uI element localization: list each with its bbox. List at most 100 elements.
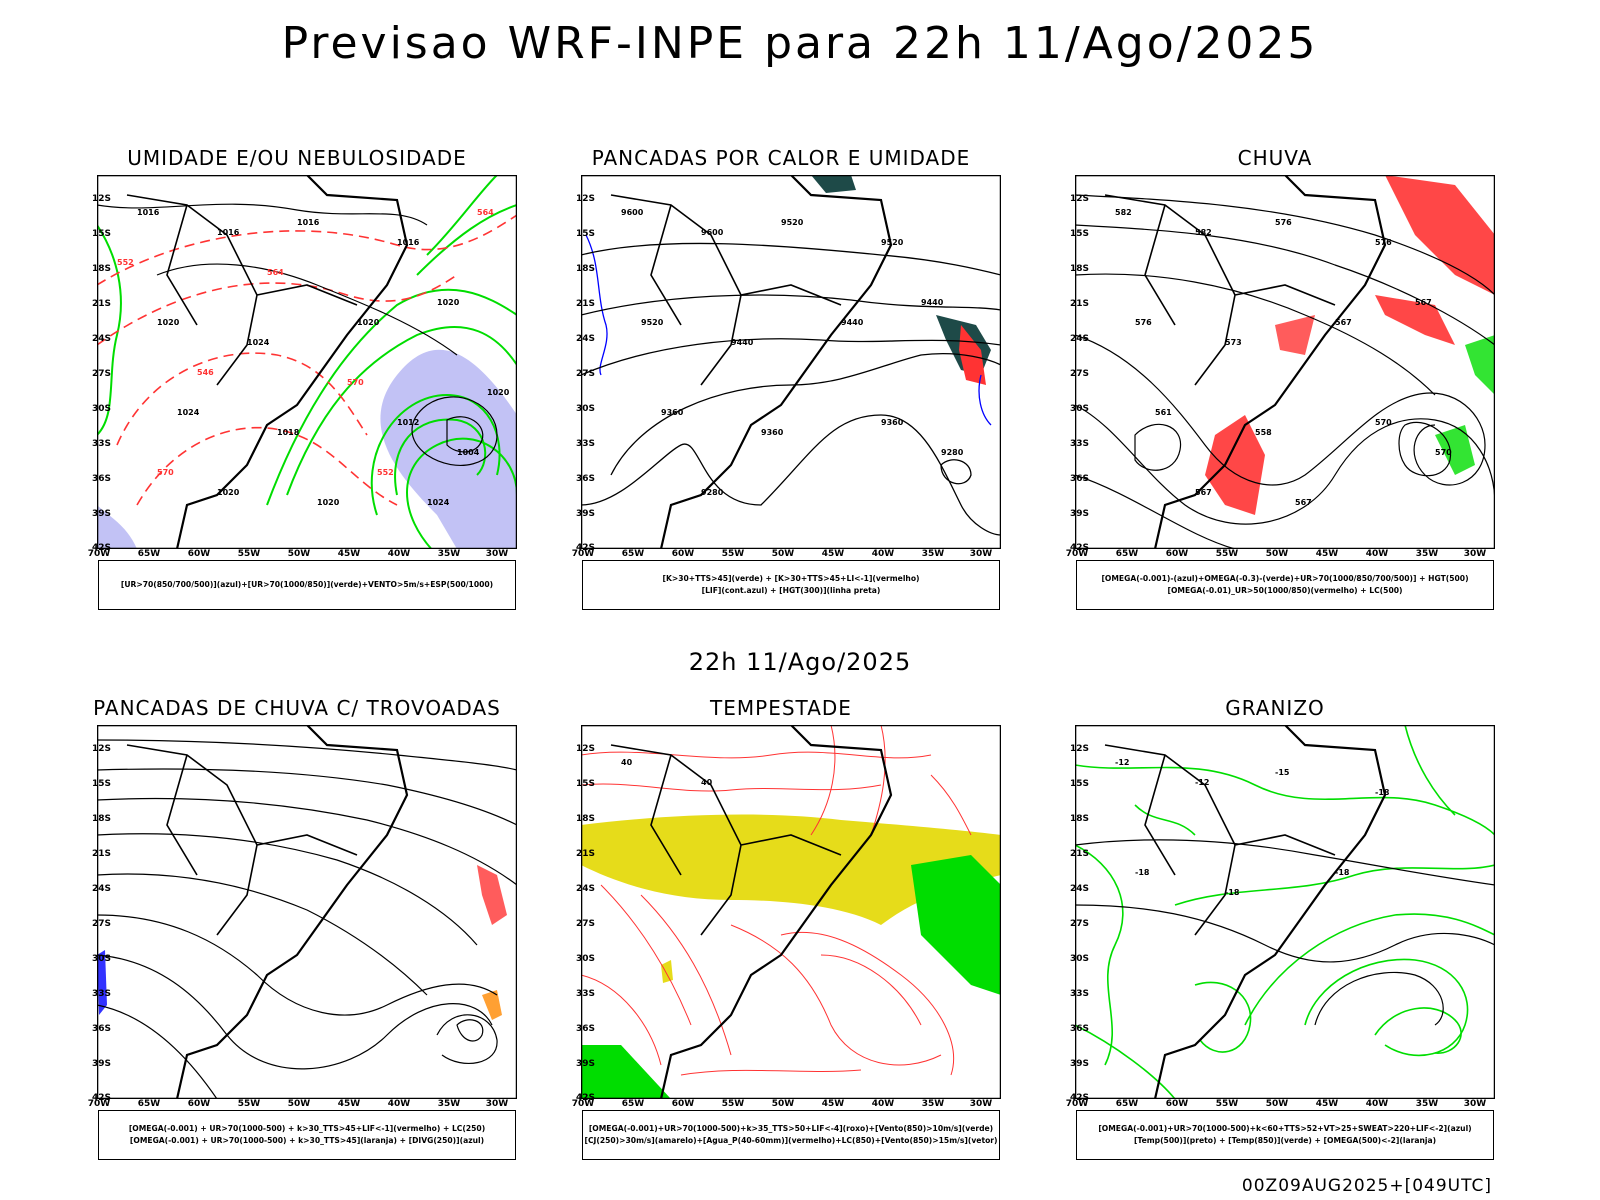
contour-label: -18 (1335, 868, 1350, 877)
lon-label: 65W (1115, 549, 1139, 559)
lat-label: 39S (1069, 1059, 1089, 1069)
lat-label: 27S (91, 369, 111, 379)
lon-label: 45W (821, 1099, 845, 1109)
lat-label: 42S (1069, 543, 1089, 553)
lon-label: 30W (1463, 549, 1487, 559)
lon-label: 55W (1215, 549, 1239, 559)
lat-label: 42S (575, 1093, 595, 1103)
lat-label: 12S (575, 744, 595, 754)
panel-title: PANCADAS DE CHUVA C/ TROVOADAS (93, 696, 501, 720)
contour-label: 9280 (701, 488, 724, 497)
lat-label: 30S (1069, 954, 1089, 964)
contour-label: 1020 (487, 388, 510, 397)
lat-label: 12S (1069, 194, 1089, 204)
lon-label: 35W (437, 549, 461, 559)
lat-label: 12S (1069, 744, 1089, 754)
lon-label: 55W (237, 1099, 261, 1109)
lat-label: 39S (575, 509, 595, 519)
lon-label: 30W (485, 549, 509, 559)
map-svg: 9600 9600 9520 9520 9520 9440 9440 9440 9360 9360… (581, 175, 1001, 549)
contour-label: 1020 (317, 498, 340, 507)
run-timestamp: 00Z09AUG2025+[049UTC] (1241, 1176, 1492, 1196)
lon-label: 45W (821, 549, 845, 559)
lon-label: 55W (237, 549, 261, 559)
lon-label: 50W (287, 1099, 311, 1109)
contour-label: -18 (1135, 868, 1150, 877)
legend-line: [Temp(500)](preto) + [Temp(850)](verde) … (1133, 1136, 1437, 1145)
lon-label: 40W (871, 549, 895, 559)
panel-pancadas-calor: PANCADAS POR CALOR E UMIDADE (566, 146, 1001, 616)
panel-legend: [OMEGA(-0.001)+UR>70(1000-500)+k>35_TTS>… (582, 1110, 1000, 1160)
contour-label: 1016 (397, 238, 420, 247)
map-chuva: 582 582 576 576 576 573 567 567 561 558 570 570 567 5… (1066, 175, 1495, 559)
lat-label: 33S (91, 989, 111, 999)
contour-label: -12 (1195, 778, 1209, 787)
lon-label: 35W (921, 1099, 945, 1109)
lon-label: 60W (671, 549, 695, 559)
map-svg: 40 40 (581, 725, 1001, 1099)
lat-label: 18S (1069, 264, 1089, 274)
lat-label: 33S (575, 989, 595, 999)
lat-label: 24S (1069, 334, 1089, 344)
lon-label: 30W (969, 1099, 993, 1109)
map-svg: 582 582 576 576 576 573 567 567 561 558 570 570 567 5… (1075, 175, 1495, 549)
lon-label: 35W (1415, 549, 1439, 559)
lon-label: 60W (671, 1099, 695, 1109)
lat-label: 27S (1069, 919, 1089, 929)
legend-line: [OMEGA(-0.01)_UR>50(1000/850)(vermelho) … (1167, 586, 1403, 595)
contour-label: 546 (197, 368, 214, 377)
panel-legend: [UR>70(850/700/500)](azul)+[UR>70(1000/8… (98, 560, 516, 610)
lat-label: 15S (91, 229, 111, 239)
lat-label: 21S (1069, 849, 1089, 859)
lat-label: 42S (575, 543, 595, 553)
lat-label: 12S (575, 194, 595, 204)
contour-label: 1016 (297, 218, 320, 227)
contour-label: 570 (347, 378, 364, 387)
contour-label: 576 (1135, 318, 1152, 327)
legend-line: [CJ(250)>30m/s](amarelo)+[Agua_P(40-60mm… (584, 1136, 998, 1145)
lon-label: 70W (87, 1099, 111, 1109)
lon-label: 65W (1115, 1099, 1139, 1109)
lon-label: 50W (1265, 1099, 1289, 1109)
contour-label: 9520 (641, 318, 664, 327)
lat-label: 27S (91, 919, 111, 929)
lat-label: 33S (1069, 439, 1089, 449)
panel-legend: [OMEGA(-0.001) + UR>70(1000-500) + k>30_… (98, 1110, 516, 1160)
panel-legend: [OMEGA(-0.001)+UR>70(1000-500)+k<60+TTS>… (1076, 1110, 1494, 1160)
lon-label: 45W (337, 1099, 361, 1109)
contour-label: 570 (157, 468, 174, 477)
contour-label: 576 (1275, 218, 1292, 227)
lat-label: 39S (91, 1059, 111, 1069)
lon-label: 50W (771, 549, 795, 559)
contour-label: 1016 (137, 208, 160, 217)
contour-label: 9520 (781, 218, 804, 227)
lat-label: 12S (91, 194, 111, 204)
panel-chuva: CHUVA (1060, 146, 1495, 616)
contour-label: 564 (477, 208, 494, 217)
contour-label: 1012 (397, 418, 419, 427)
lat-label: 42S (91, 543, 111, 553)
lon-label: 55W (721, 549, 745, 559)
legend-line: [OMEGA(-0.001)-(azul)+OMEGA(-0.3)-(verde… (1101, 574, 1469, 583)
lat-label: 24S (91, 884, 111, 894)
lat-label: 39S (1069, 509, 1089, 519)
lon-label: 50W (287, 549, 311, 559)
lat-label: 15S (575, 779, 595, 789)
lat-label: 21S (1069, 299, 1089, 309)
contour-label: 40 (701, 778, 713, 787)
legend-line: [OMEGA(-0.001) + UR>70(1000-500) + k>30_… (129, 1136, 485, 1145)
lon-label: 45W (1315, 549, 1339, 559)
contour-label: 567 (1295, 498, 1312, 507)
lon-label: 60W (1165, 1099, 1189, 1109)
contour-label: 1004 (457, 448, 480, 457)
panel-title: PANCADAS POR CALOR E UMIDADE (591, 146, 971, 170)
contour-label: 576 (1375, 238, 1392, 247)
lat-label: 18S (1069, 814, 1089, 824)
contour-label: -12 (1115, 758, 1129, 767)
contour-label: 573 (1225, 338, 1242, 347)
map-pancadas-trovoadas: 12S 15S 18S 21S 24S 27S 30S 33S 36S 39S … (88, 725, 517, 1109)
legend-line: [UR>70(850/700/500)](azul)+[UR>70(1000/8… (120, 580, 494, 589)
lat-label: 24S (1069, 884, 1089, 894)
legend-line: [K>30+TTS>45](verde) + [K>30+TTS>45+LI<-… (662, 574, 920, 583)
contour-label: 1018 (277, 428, 300, 437)
